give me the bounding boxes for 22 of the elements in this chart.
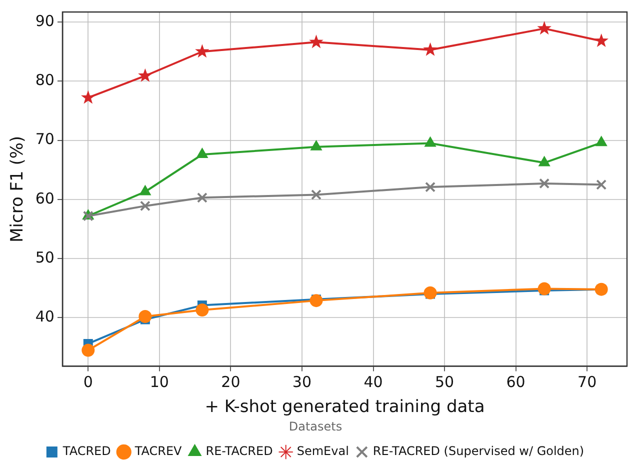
legend-label: TACRED (62, 444, 111, 458)
x-tick-label: 60 (506, 373, 526, 392)
legend-title: Datasets (288, 420, 342, 434)
y-tick-label: 60 (35, 189, 54, 208)
legend-label: TACREV (134, 444, 183, 458)
legend-label: RE-TACRED (206, 444, 273, 458)
x-tick-label: 30 (292, 373, 312, 392)
y-tick-label: 70 (35, 130, 54, 148)
legend-label: SemEval (296, 444, 349, 458)
legend-label: RE-TACRED (Supervised w/ Golden) (372, 444, 584, 458)
x-tick-label: 70 (578, 373, 597, 392)
x-tick-label: 10 (150, 373, 169, 392)
y-axis-title: Micro F1 (%) (8, 136, 28, 242)
x-tick-label: 40 (364, 373, 383, 392)
x-axis-title: + K-shot generated training data (204, 396, 485, 417)
y-tick-label: 40 (35, 308, 54, 326)
y-tick-label: 90 (35, 12, 54, 30)
x-tick-label: 0 (83, 373, 93, 392)
y-tick-label: 50 (35, 248, 54, 266)
x-tick-label: 50 (434, 373, 454, 392)
x-tick-label: 20 (221, 373, 240, 392)
y-tick-label: 80 (35, 71, 54, 90)
